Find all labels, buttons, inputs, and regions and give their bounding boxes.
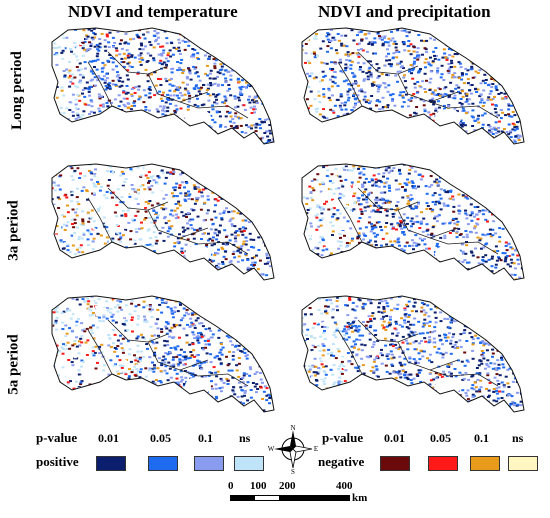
legend-level-005-positive: 0.05 [150,431,171,445]
legend-box-negative-005 [428,456,458,471]
scalebar-tick-200: 200 [279,480,296,492]
scalebar-tick-100: 100 [250,480,267,492]
legend-level-ns-positive: ns [239,431,251,445]
column-title-temperature: NDVI and temperature [68,2,238,21]
legend-positive-label: positive [36,454,79,469]
map-precipitation-5a [298,290,526,425]
legend-level-01-negative: 0.1 [474,431,489,445]
map-temperature-3a [48,158,276,293]
legend-level-001-positive: 0.01 [98,431,119,445]
column-title-precipitation: NDVI and precipitation [318,2,491,21]
scalebar-tick-400: 400 [336,480,353,492]
scale-bar [230,495,350,501]
legend-box-negative-ns [508,456,538,471]
row-label-long: Long period [8,51,25,130]
legend-box-positive-ns [234,456,264,471]
legend-level-005-negative: 0.05 [430,431,451,445]
map-precipitation-3a [298,158,526,293]
map-temperature-long [48,22,276,157]
map-precipitation-long [298,22,526,157]
legend-pvalue-label-negative: p-value [322,430,364,445]
legend-level-01-positive: 0.1 [198,431,213,445]
row-label-3a: 3a period [5,200,22,261]
legend-level-001-negative: 0.01 [384,431,405,445]
legend-level-ns-negative: ns [512,431,524,445]
scalebar-unit: km [352,492,368,504]
row-label-5a: 5a period [5,334,22,395]
legend-pvalue-label-positive: p-value [36,430,78,445]
legend-box-positive-01 [194,456,224,471]
scalebar-tick-0: 0 [228,480,234,492]
compass-rose-icon: N S E W [268,424,318,476]
legend-box-negative-001 [380,456,410,471]
map-temperature-5a [48,290,276,425]
legend-box-negative-01 [470,456,500,471]
legend-box-positive-005 [148,456,178,471]
legend-box-positive-001 [96,456,126,471]
legend-negative-label: negative [318,454,365,469]
